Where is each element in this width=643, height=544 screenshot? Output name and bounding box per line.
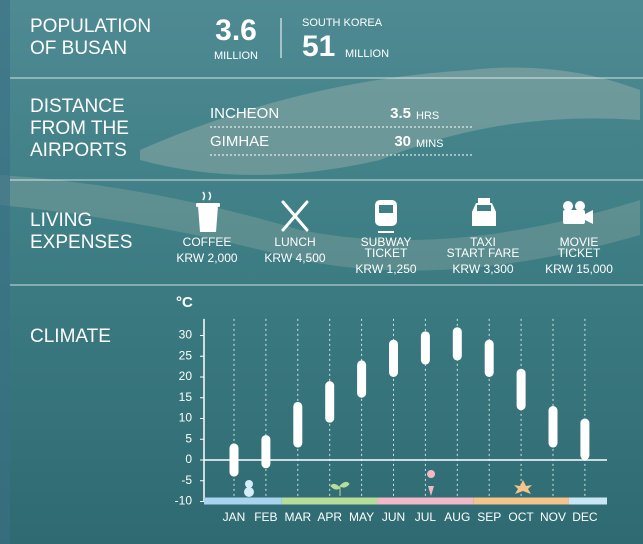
- x-tick-label: APR: [317, 510, 342, 524]
- x-tick-label: DEC: [572, 510, 598, 524]
- section-title: FROM THE: [30, 118, 129, 139]
- snow-icon: [245, 480, 253, 488]
- temperature-range: [421, 331, 430, 364]
- y-tick-label: 5: [185, 431, 192, 445]
- edge: [0, 0, 10, 544]
- y-tick-label: 10: [179, 411, 193, 425]
- temperature-range: [485, 340, 494, 377]
- x-tick-label: JAN: [223, 510, 246, 524]
- infographic: POPULATION OF BUSAN 3.6 MILLION SOUTH KO…: [0, 0, 643, 544]
- x-tick-label: FEB: [254, 510, 277, 524]
- section-title: OF BUSAN: [30, 38, 127, 59]
- y-tick-label: -10: [175, 494, 193, 508]
- expense-label: TICKET: [365, 246, 408, 260]
- season-band: [569, 498, 607, 505]
- x-tick-label: NOV: [540, 510, 566, 524]
- x-tick-label: JUL: [415, 510, 437, 524]
- section-title: EXPENSES: [30, 232, 132, 253]
- airport-unit: MINS: [416, 138, 444, 150]
- temperature-range: [549, 406, 558, 448]
- x-tick-label: MAR: [284, 510, 311, 524]
- country-label: SOUTH KOREA: [302, 17, 383, 29]
- season-band: [473, 498, 569, 505]
- expense-price: KRW 15,000: [545, 262, 613, 276]
- unit-label: °C: [176, 294, 193, 311]
- section-title: POPULATION: [30, 16, 151, 37]
- airport-name: GIMHAE: [210, 133, 269, 150]
- expense-label: COFFEE: [183, 235, 232, 249]
- x-tick-label: JUN: [382, 510, 405, 524]
- expense-price: KRW 3,300: [452, 262, 513, 276]
- airport-unit: HRS: [416, 110, 439, 122]
- temperature-range: [230, 443, 239, 476]
- snow-icon: [244, 487, 254, 497]
- expense-price: KRW 2,000: [176, 251, 237, 265]
- busan-unit: MILLION: [214, 50, 258, 62]
- airport-name: INCHEON: [210, 105, 279, 122]
- temperature-range: [517, 369, 526, 411]
- busan-value: 3.6: [215, 14, 257, 47]
- season-band: [378, 498, 474, 505]
- country-value: 51: [302, 30, 335, 63]
- airport-time: 30: [394, 133, 411, 150]
- country-unit: MILLION: [345, 48, 389, 60]
- season-band: [282, 498, 378, 505]
- y-tick-label: -5: [181, 473, 192, 487]
- temperature-range: [325, 381, 334, 423]
- season-band: [204, 498, 282, 505]
- y-tick-label: 25: [179, 348, 193, 362]
- y-tick-label: 15: [179, 390, 193, 404]
- expense-label: LUNCH: [274, 235, 315, 249]
- section-title: AIRPORTS: [30, 140, 127, 161]
- x-tick-label: AUG: [444, 510, 470, 524]
- expense-price: KRW 4,500: [264, 251, 325, 265]
- temperature-range: [389, 340, 398, 377]
- section-title: DISTANCE: [30, 96, 125, 117]
- temperature-range: [357, 360, 366, 397]
- y-tick-label: 0: [185, 452, 192, 466]
- expense-price: KRW 1,250: [355, 262, 416, 276]
- x-tick-label: SEP: [477, 510, 501, 524]
- y-tick-label: 30: [179, 328, 193, 342]
- temperature-range: [293, 402, 302, 448]
- x-tick-label: MAY: [349, 510, 374, 524]
- x-tick-label: OCT: [508, 510, 534, 524]
- expense-label: TICKET: [558, 246, 601, 260]
- temperature-range: [261, 435, 270, 468]
- temperature-range: [453, 327, 462, 360]
- y-tick-label: 20: [179, 369, 193, 383]
- section-title: CLIMATE: [30, 326, 111, 347]
- airport-time: 3.5: [390, 105, 411, 122]
- temperature-range: [580, 419, 589, 461]
- section-title: LIVING: [30, 210, 92, 231]
- expense-label: START FARE: [447, 246, 520, 260]
